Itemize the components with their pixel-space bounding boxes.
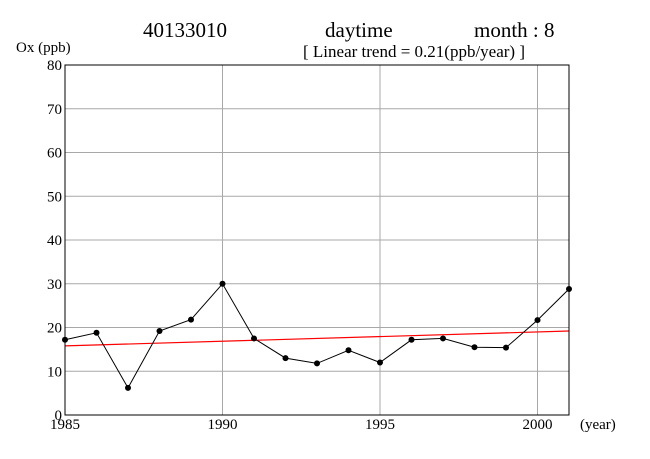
- data-point: [125, 384, 131, 391]
- y-tick-labels: 0 10 20 30 40 50 60 70 80: [47, 58, 62, 424]
- trend-line-layer: [64, 330, 570, 347]
- x-tick-label: 1990: [208, 417, 238, 433]
- data-point: [534, 317, 541, 324]
- plot-frame: [64, 64, 570, 416]
- y-tick-label: 80: [47, 58, 62, 74]
- y-tick-label: 0: [55, 408, 63, 424]
- y-tick-label: 20: [47, 321, 62, 337]
- series-line: [64, 282, 570, 389]
- x-tick-label: 1985: [50, 417, 80, 433]
- y-tick-label: 10: [47, 364, 62, 380]
- data-point: [314, 360, 320, 367]
- data-point: [188, 316, 194, 323]
- data-point: [471, 344, 478, 351]
- data-point: [251, 335, 257, 342]
- station-id: 40133010: [143, 18, 227, 42]
- linear-trend-label: [ Linear trend = 0.21(ppb/year) ]: [303, 42, 525, 61]
- x-axis-label: (year): [580, 417, 616, 433]
- y-tick-label: 60: [47, 146, 62, 162]
- grid-lines: [65, 65, 569, 415]
- data-point: [440, 335, 446, 342]
- x-tick-label: 1995: [365, 417, 395, 433]
- x-tick-label: 2000: [523, 417, 553, 433]
- data-point: [156, 328, 163, 334]
- series-layer: [64, 282, 570, 389]
- data-point: [282, 355, 289, 362]
- data-point: [219, 280, 226, 287]
- data-point: [408, 336, 415, 343]
- y-axis-label: Ox (ppb): [16, 40, 71, 56]
- points-layer: [62, 280, 572, 391]
- data-point: [345, 347, 352, 354]
- y-tick-label: 30: [47, 277, 62, 293]
- period-label: daytime: [325, 18, 393, 42]
- data-point: [93, 329, 100, 336]
- y-tick-label: 40: [47, 233, 62, 249]
- y-tick-label: 50: [47, 189, 62, 205]
- month-label: month : 8: [474, 18, 555, 42]
- y-tick-label: 70: [47, 102, 62, 118]
- data-point: [377, 359, 383, 366]
- linear-trend-line: [64, 330, 570, 347]
- data-point: [503, 344, 509, 351]
- x-tick-labels: 1985 1990 1995 2000: [50, 417, 553, 433]
